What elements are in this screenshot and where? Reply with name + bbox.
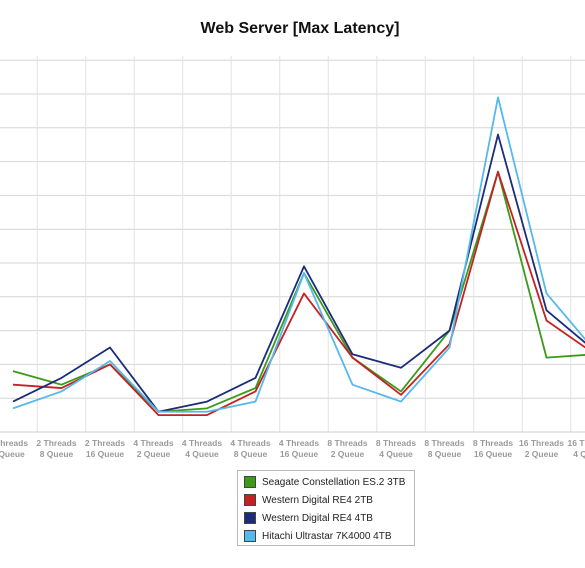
legend: Seagate Constellation ES.2 3TB Western Di… bbox=[237, 470, 415, 546]
series-line-3 bbox=[12, 96, 585, 413]
series-line-0 bbox=[12, 170, 585, 413]
x-tick-label: 8 Threads 16 Queue bbox=[473, 438, 513, 459]
x-tick-label: 4 Threads 8 Queue bbox=[230, 438, 270, 459]
legend-label: Western Digital RE4 2TB bbox=[262, 494, 373, 506]
legend-label: Hitachi Ultrastar 7K4000 4TB bbox=[262, 530, 392, 542]
legend-item: Western Digital RE4 4TB bbox=[244, 509, 414, 527]
series-line-1 bbox=[12, 170, 585, 417]
legend-item: Hitachi Ultrastar 7K4000 4TB bbox=[244, 527, 414, 545]
x-tick-label: 16 Threads 2 Queue bbox=[519, 438, 564, 459]
legend-item: Western Digital RE4 2TB bbox=[244, 491, 414, 509]
x-tick-label: 4 Threads 4 Queue bbox=[182, 438, 222, 459]
legend-swatch bbox=[244, 512, 256, 524]
x-tick-label: 8 Threads 2 Queue bbox=[327, 438, 367, 459]
x-tick-label: 4 Threads 2 Queue bbox=[133, 438, 173, 459]
series-lines bbox=[12, 96, 585, 417]
grid bbox=[0, 56, 585, 433]
legend-label: Seagate Constellation ES.2 3TB bbox=[262, 476, 406, 488]
x-tick-label: 2 Threads 8 Queue bbox=[36, 438, 76, 459]
legend-item: Seagate Constellation ES.2 3TB bbox=[244, 473, 414, 491]
legend-swatch bbox=[244, 494, 256, 506]
x-tick-label: 4 Threads 16 Queue bbox=[279, 438, 319, 459]
series-line-2 bbox=[12, 133, 585, 413]
legend-swatch bbox=[244, 530, 256, 542]
legend-swatch bbox=[244, 476, 256, 488]
x-tick-label: 8 Threads 8 Queue bbox=[424, 438, 464, 459]
x-tick-label: 8 Threads 4 Queue bbox=[376, 438, 416, 459]
legend-label: Western Digital RE4 4TB bbox=[262, 512, 373, 524]
x-tick-label: 2 Threads 16 Queue bbox=[85, 438, 125, 459]
chart-title: Web Server [Max Latency] bbox=[200, 20, 400, 37]
